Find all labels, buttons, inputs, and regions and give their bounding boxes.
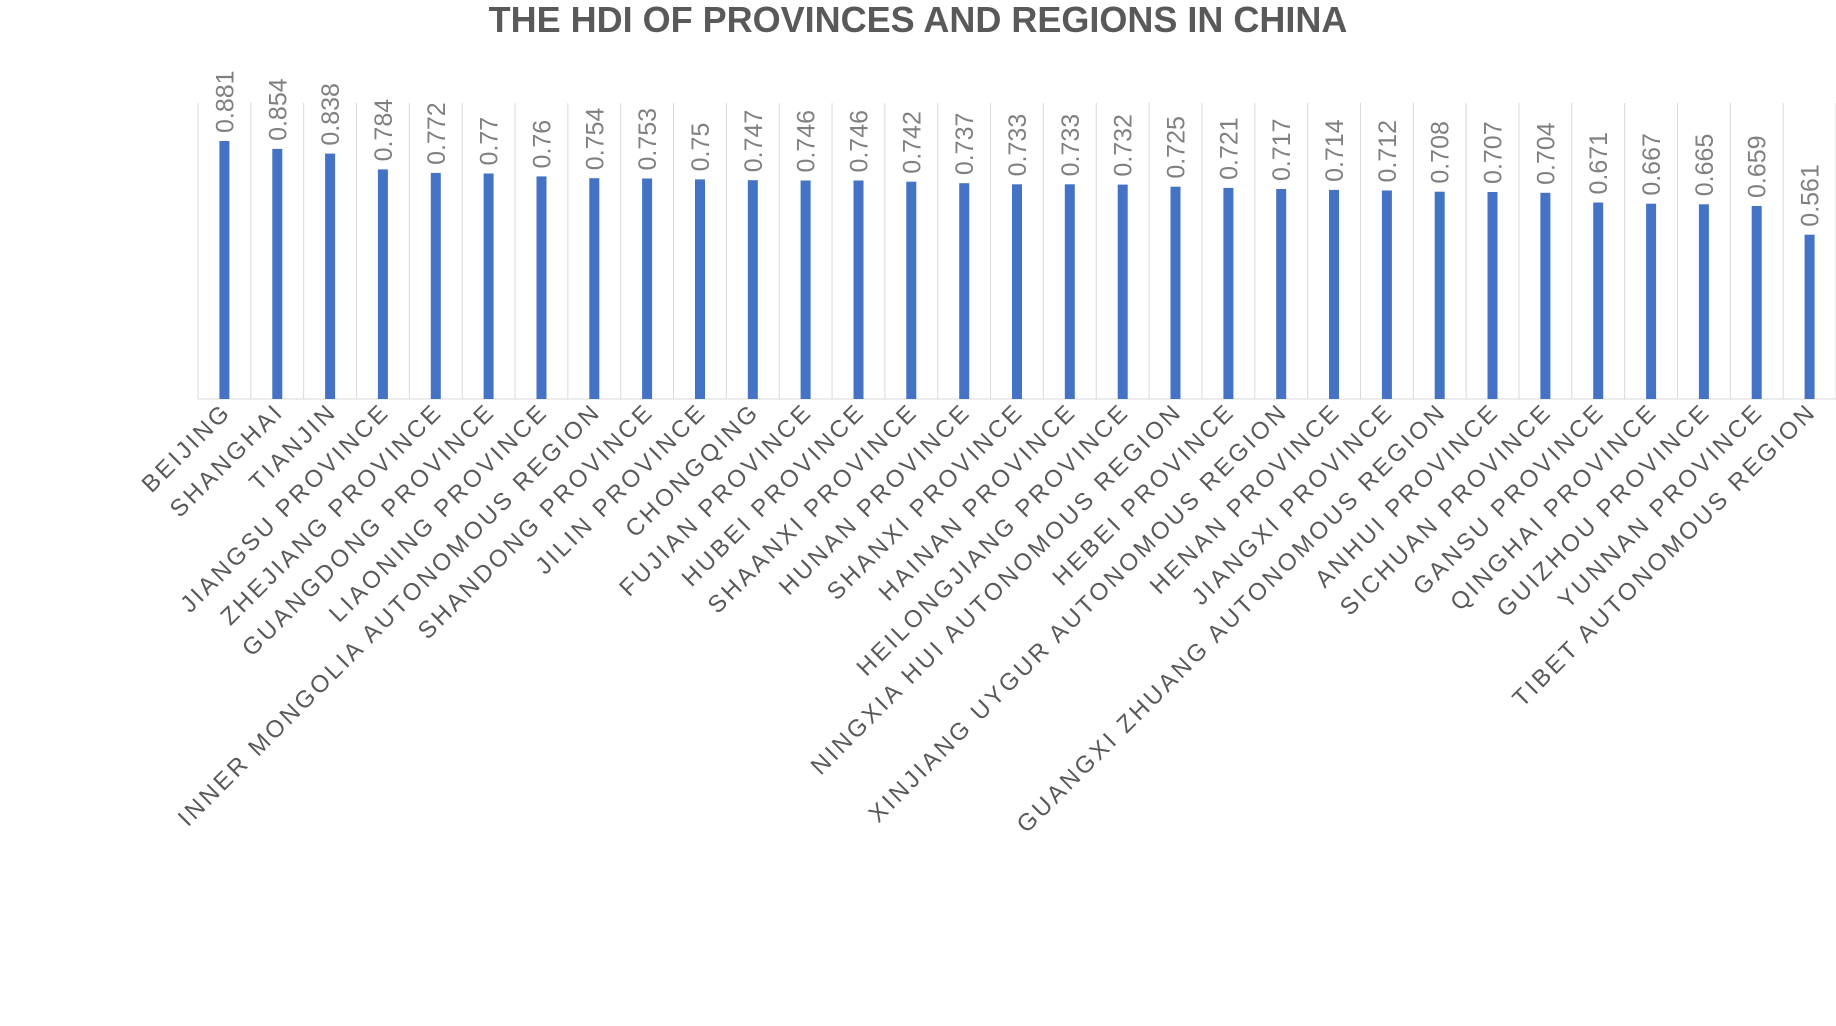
data-label: 0.746	[845, 110, 873, 173]
bar	[1487, 192, 1498, 399]
data-label: 0.754	[581, 108, 609, 171]
bar	[377, 169, 388, 399]
data-label: 0.75	[687, 123, 715, 172]
data-label: 0.717	[1268, 118, 1296, 181]
bar	[1329, 189, 1339, 399]
bar	[800, 180, 811, 399]
bar	[695, 179, 705, 399]
bar	[589, 178, 600, 399]
data-label: 0.746	[793, 110, 821, 173]
bar	[1804, 234, 1815, 399]
data-label: 0.733	[1057, 114, 1085, 177]
data-label: 0.76	[528, 120, 556, 169]
data-label: 0.665	[1691, 134, 1719, 197]
bar	[1223, 187, 1234, 399]
data-label: 0.659	[1744, 135, 1772, 198]
bar	[1593, 202, 1604, 399]
data-label: 0.721	[1215, 117, 1243, 180]
category-gridlines	[197, 103, 1836, 400]
data-label: 0.881	[211, 70, 239, 133]
bar	[906, 181, 917, 399]
bar	[1064, 184, 1075, 399]
data-label: 0.725	[1163, 116, 1191, 179]
data-label: 0.772	[423, 102, 451, 165]
bar	[219, 141, 230, 399]
data-label: 0.854	[264, 78, 292, 141]
bars	[219, 141, 1815, 399]
bar	[1434, 191, 1445, 399]
bar	[1751, 206, 1762, 399]
bar	[430, 172, 441, 399]
data-label: 0.671	[1585, 132, 1613, 195]
data-label: 0.708	[1427, 121, 1455, 184]
data-labels: 0.881 0.854 0.838 0.784 0.772 0.77 0.76 0.754 0.…	[211, 70, 1824, 226]
bar	[853, 180, 864, 399]
bar	[1698, 204, 1709, 399]
data-label: 0.753	[634, 108, 662, 171]
bar	[959, 183, 970, 399]
data-label: 0.561	[1797, 164, 1825, 227]
bar	[1381, 190, 1392, 399]
bar	[1117, 184, 1128, 399]
bar	[1276, 189, 1287, 399]
data-label: 0.784	[370, 99, 398, 162]
data-label: 0.742	[898, 111, 926, 174]
data-label: 0.733	[1004, 114, 1032, 177]
data-label: 0.732	[1110, 114, 1138, 177]
bar	[1646, 203, 1657, 399]
bar	[1012, 184, 1022, 399]
data-label: 0.704	[1532, 122, 1560, 185]
bar	[642, 178, 653, 399]
bar	[1540, 192, 1551, 399]
bar	[325, 153, 336, 399]
data-label: 0.707	[1480, 121, 1508, 184]
data-label: 0.712	[1374, 120, 1402, 183]
bar	[747, 180, 758, 399]
bar	[1170, 186, 1181, 399]
bar	[272, 148, 283, 399]
bar	[483, 173, 494, 399]
data-label: 0.747	[740, 110, 768, 173]
chart-title: THE HDI OF PROVINCES AND REGIONS IN CHIN…	[488, 0, 1348, 40]
data-label: 0.714	[1321, 119, 1349, 182]
bar	[536, 176, 547, 399]
data-label: 0.77	[476, 117, 504, 166]
data-label: 0.667	[1638, 133, 1666, 196]
data-label: 0.737	[951, 113, 979, 176]
data-label: 0.838	[317, 83, 345, 146]
